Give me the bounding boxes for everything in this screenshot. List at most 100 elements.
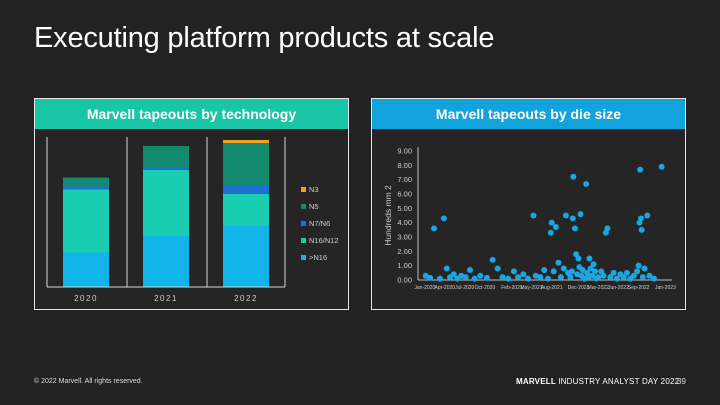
scatter-point xyxy=(569,215,576,222)
scatter-point xyxy=(623,269,630,276)
tech-stacked-bar-chart: 2020 2021 2022 N3 N5 N7/N6 N16/N12 >N16 xyxy=(46,137,339,303)
bar-segment xyxy=(223,225,269,287)
bar-segment xyxy=(143,146,189,167)
x-tick-label: 2020 xyxy=(74,294,98,303)
y-tick-label: 1.00 xyxy=(397,261,412,270)
scatter-point xyxy=(494,265,501,272)
slide-title: Executing platform products at scale xyxy=(34,22,495,54)
scatter-point xyxy=(499,274,506,281)
legend-label: N7/N6 xyxy=(309,219,330,228)
scatter-point xyxy=(557,274,564,281)
legend-swatch xyxy=(301,187,306,192)
scatter-point xyxy=(567,274,574,281)
scatter-point xyxy=(575,255,582,262)
scatter-point xyxy=(586,255,593,262)
scatter-point xyxy=(443,265,450,272)
scatter-point xyxy=(583,180,590,187)
scatter-point xyxy=(483,274,490,281)
scatter-point xyxy=(620,274,627,281)
scatter-point xyxy=(471,275,478,282)
x-tick-label: Jan-2023 xyxy=(655,285,676,291)
scatter-point xyxy=(604,225,611,232)
x-tick-label: Jul-2020 xyxy=(455,285,474,291)
scatter-point xyxy=(577,211,584,218)
x-tick-label: Dec-2021 xyxy=(568,285,590,291)
bar-segment xyxy=(63,189,109,253)
legend-swatch xyxy=(301,238,306,243)
tapeouts-by-technology-panel: Marvell tapeouts by technology 2020 2021 2… xyxy=(34,98,349,310)
scatter-point xyxy=(431,225,438,232)
x-tick-label: Feb-2021 xyxy=(501,285,523,291)
legend-label: N16/N12 xyxy=(309,236,339,245)
scatter-point xyxy=(524,275,531,282)
scatter-point xyxy=(571,225,578,232)
legend-label: N3 xyxy=(309,185,319,194)
scatter-point xyxy=(568,268,575,275)
scatter-point xyxy=(462,274,469,281)
legend-label: >N16 xyxy=(309,253,327,262)
footer-event: INDUSTRY ANALYST DAY 2022 xyxy=(558,377,680,386)
scatter-point xyxy=(548,219,555,226)
scatter-point xyxy=(638,215,645,222)
scatter-point xyxy=(520,271,527,278)
scatter-point xyxy=(450,271,457,278)
bar-segment xyxy=(143,167,189,170)
bar-segment xyxy=(143,170,189,236)
scatter-point xyxy=(592,268,599,275)
tech-chart-title: Marvell tapeouts by technology xyxy=(35,99,348,129)
scatter-point xyxy=(467,266,474,273)
scatter-point xyxy=(587,265,594,272)
x-tick-label: Apr-2020 xyxy=(434,285,455,291)
scatter-point xyxy=(589,272,596,279)
scatter-point xyxy=(515,274,522,281)
brand-logo-text: MARVELL xyxy=(516,377,556,386)
scatter-point xyxy=(658,163,665,170)
scatter-point xyxy=(641,265,648,272)
scatter-point xyxy=(570,173,577,180)
scatter-point xyxy=(477,272,484,279)
x-tick-label: Jan-2020 xyxy=(414,285,435,291)
legend-swatch xyxy=(301,221,306,226)
scatter-point xyxy=(646,272,653,279)
x-tick-label: Aug-2021 xyxy=(541,285,563,291)
scatter-point xyxy=(544,275,551,282)
scatter-point xyxy=(552,223,559,230)
scatter-point xyxy=(595,274,602,281)
x-tick-label: Jun-2022 xyxy=(608,285,629,291)
y-tick-label: 5.00 xyxy=(397,204,412,213)
legend-swatch xyxy=(301,204,306,209)
scatter-point xyxy=(610,269,617,276)
x-tick-label: Oct-2020 xyxy=(475,285,496,291)
scatter-point xyxy=(635,262,642,269)
y-tick-label: 7.00 xyxy=(397,175,412,184)
footer-copyright: © 2022 Marvell. All rights reserved. xyxy=(34,378,143,385)
bar-segment xyxy=(223,185,269,194)
scatter-point xyxy=(600,272,607,279)
scatter-point xyxy=(530,212,537,219)
y-tick-label: 8.00 xyxy=(397,161,412,170)
footer-brand: MARVELL INDUSTRY ANALYST DAY 2022 xyxy=(516,377,679,386)
scatter-point xyxy=(637,166,644,173)
x-tick-label: 2021 xyxy=(154,294,178,303)
y-tick-label: 6.00 xyxy=(397,190,412,199)
scatter-point xyxy=(644,212,651,219)
scatter-point xyxy=(560,265,567,272)
scatter-point xyxy=(436,275,443,282)
page-number: 39 xyxy=(677,377,686,386)
die-chart-title: Marvell tapeouts by die size xyxy=(372,99,685,129)
bar-segment xyxy=(223,143,269,185)
bar-segment xyxy=(223,194,269,226)
legend-label: N5 xyxy=(309,202,319,211)
scatter-point xyxy=(427,274,434,281)
x-tick-label: Sep-2022 xyxy=(628,285,650,291)
scatter-point xyxy=(537,274,544,281)
legend-swatch xyxy=(301,255,306,260)
y-tick-label: 4.00 xyxy=(397,218,412,227)
scatter-point xyxy=(562,212,569,219)
scatter-point xyxy=(634,268,641,275)
scatter-point xyxy=(607,274,614,281)
tapeouts-by-die-size-panel: Marvell tapeouts by die size 0.00 1.00 2.0… xyxy=(371,98,686,310)
x-tick-label: May-2021 xyxy=(520,285,542,291)
scatter-point xyxy=(541,266,548,273)
bar-segment xyxy=(223,140,269,143)
